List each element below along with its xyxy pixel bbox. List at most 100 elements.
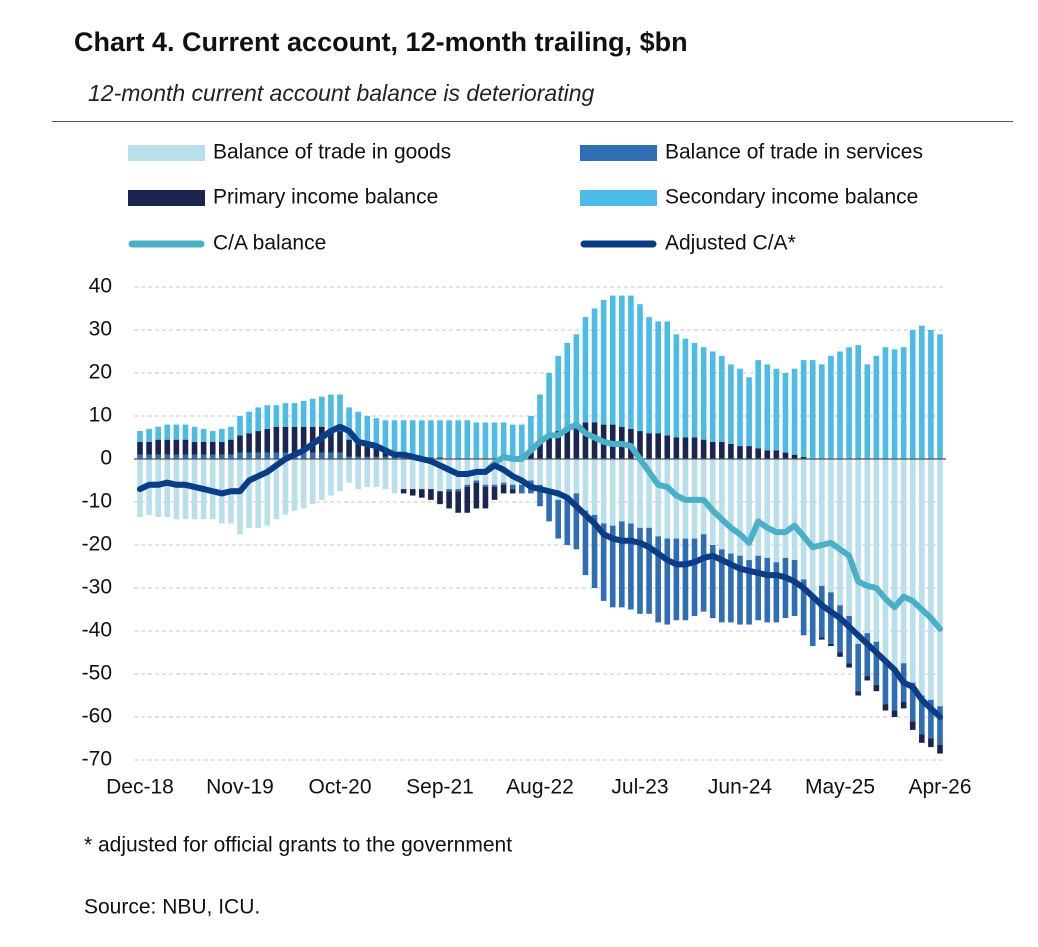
bar-segment (791, 459, 798, 561)
bar-segment (173, 424, 180, 440)
bar-segment (719, 549, 725, 623)
bar-segment (573, 334, 580, 425)
bar-segment (782, 452, 789, 459)
bar-segment (446, 491, 452, 509)
bar-segment (337, 459, 343, 492)
bar-segment (755, 459, 761, 556)
bar-segment (709, 545, 716, 619)
bar-segment (273, 426, 280, 453)
bar-segment (837, 351, 843, 459)
bar-segment (564, 459, 571, 498)
bar-segment (364, 416, 371, 444)
bar-segment (437, 420, 443, 457)
bar-segment (937, 744, 943, 754)
bar-segment (728, 553, 734, 623)
bar-segment (773, 450, 780, 459)
bar-segment (837, 605, 843, 653)
bar-segment (219, 441, 225, 455)
bar-segment (819, 585, 825, 638)
bar-segment (491, 422, 498, 459)
bar-segment (409, 420, 416, 457)
bar-segment (164, 459, 171, 518)
x-tick-label: May-25 (805, 776, 875, 799)
bar-segment (655, 321, 661, 434)
bar-segment (937, 706, 943, 745)
bar-segment (237, 435, 243, 453)
bar-segment (528, 416, 534, 451)
bar-segment (828, 459, 834, 593)
bar-segment (609, 459, 616, 526)
bar-segment (300, 459, 307, 509)
bar-segment (155, 426, 161, 440)
bar-segment (391, 459, 398, 494)
bar-segment (437, 459, 443, 492)
bar-segment (209, 431, 216, 442)
bar-segment (246, 459, 252, 528)
bar-segment (846, 663, 852, 668)
bar-segment (637, 431, 643, 459)
bar-segment (291, 459, 298, 511)
bar-segment (455, 420, 461, 459)
bar-segment (537, 394, 543, 442)
y-tick-label: 40 (89, 275, 112, 298)
bar-segment (428, 420, 434, 457)
bar-segment (846, 615, 852, 664)
bar-segment (273, 452, 280, 459)
x-tick-label: Dec-18 (106, 776, 174, 799)
bar-segment (173, 459, 180, 520)
bar-segment (909, 721, 916, 730)
bar-segment (637, 304, 643, 432)
bar-segment (328, 452, 334, 459)
bar-segment (191, 454, 198, 459)
bar-segment (773, 459, 780, 563)
bar-segment (373, 446, 380, 457)
bar-segment (928, 459, 934, 700)
bar-segment (864, 676, 871, 681)
bar-segment (882, 704, 889, 711)
bar-segment (555, 355, 561, 432)
y-tick-label: 30 (89, 318, 112, 341)
bar-segment (428, 456, 434, 459)
bar-segment (573, 493, 580, 550)
bar-segment (219, 454, 225, 459)
bar-segment (364, 443, 371, 457)
bar-segment (337, 394, 343, 432)
bar-segment (891, 667, 898, 711)
bar-segment (755, 555, 761, 621)
legend-label: Balance of trade in services (665, 141, 923, 164)
bar-segment (546, 459, 552, 492)
bar-segment (846, 347, 852, 459)
bar-segment (528, 450, 534, 459)
bar-segment (882, 661, 889, 705)
bar-segment (328, 428, 334, 453)
y-tick-label: -10 (82, 490, 112, 513)
bar-segment (555, 459, 561, 500)
bar-segment (546, 373, 552, 436)
legend-label: Adjusted C/A* (665, 232, 796, 255)
bar-segment (255, 431, 261, 453)
bar-segment (409, 459, 416, 490)
bar-segment (400, 456, 407, 459)
bar-segment (237, 452, 243, 459)
bar-segment (873, 684, 880, 692)
bar-segment (473, 480, 480, 483)
bar-segment (664, 459, 671, 539)
legend-swatch (580, 145, 657, 161)
bar-segment (228, 439, 234, 455)
bar-segment (282, 426, 289, 453)
bar-segment (764, 364, 771, 451)
bar-segment (173, 454, 180, 459)
bar-segment (737, 459, 743, 556)
bar-segment (873, 355, 880, 459)
bar-segment (219, 428, 225, 442)
bar-segment (309, 398, 316, 427)
legend-label: Secondary income balance (665, 186, 918, 209)
bar-segment (737, 446, 743, 459)
bar-segment (737, 555, 743, 625)
x-tick-label: Apr-26 (908, 776, 971, 799)
bar-segment (619, 459, 625, 522)
bar-segment (819, 637, 825, 640)
bar-segment (200, 428, 207, 442)
bar-segment (246, 411, 252, 434)
bar-segment (464, 486, 471, 513)
